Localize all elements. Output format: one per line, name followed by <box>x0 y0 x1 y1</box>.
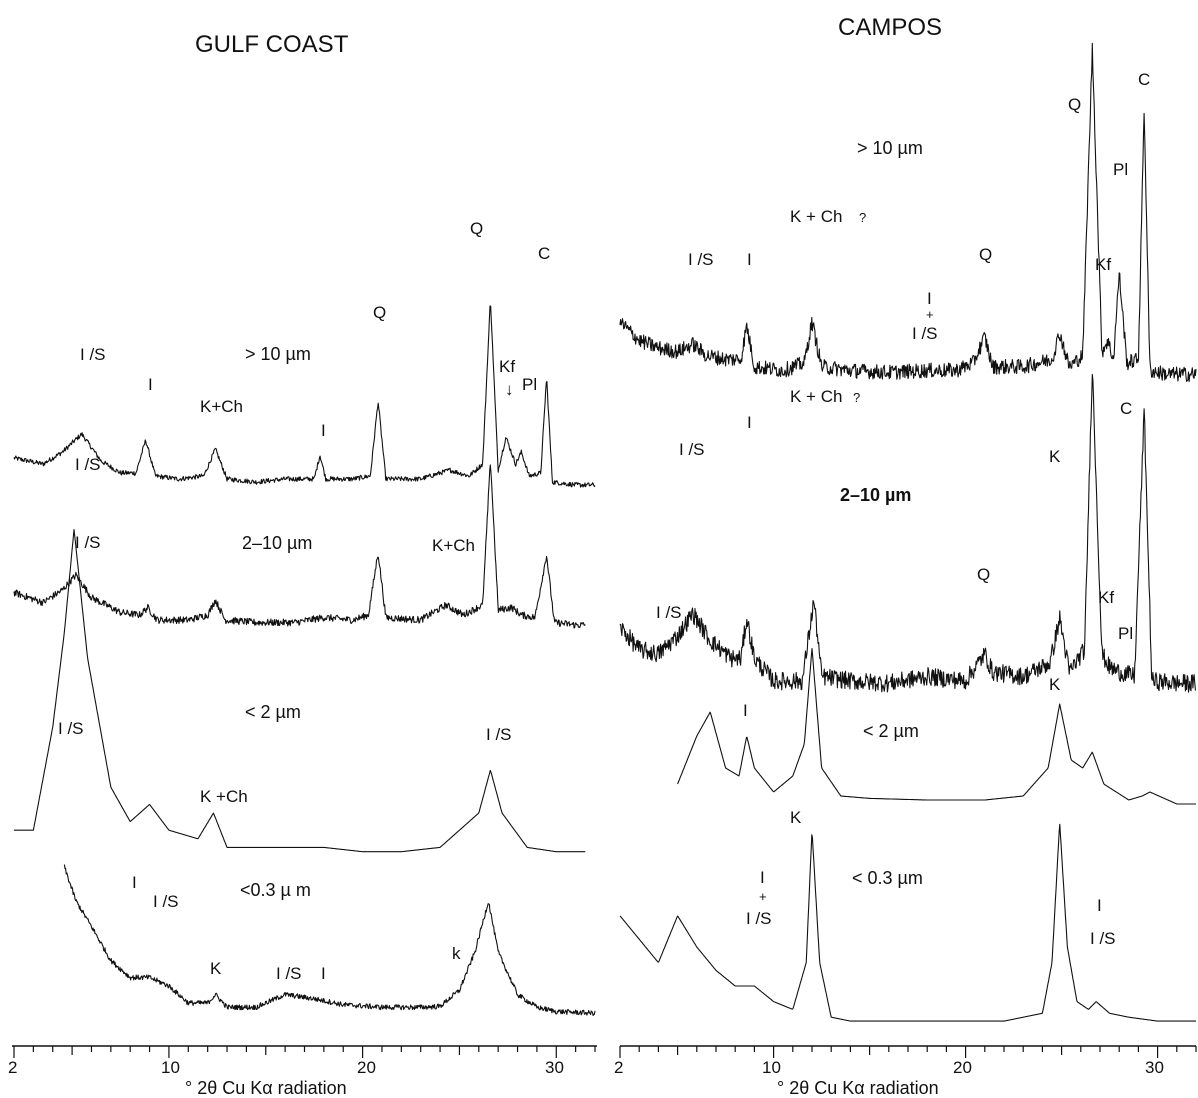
campos-trace-3 <box>677 648 1196 805</box>
gulf-peak-i-2: I <box>321 421 326 440</box>
campos-traces <box>619 42 1197 1022</box>
gulf-peak-c: C <box>538 244 550 263</box>
campos-tick-label-10: 10 <box>762 1058 781 1077</box>
gulf-peak-q-1: Q <box>373 303 386 322</box>
gulf-trace-4 <box>63 864 596 1017</box>
campos-peak-pl-1: Pl <box>1113 160 1128 179</box>
campos-size-2-10-label: 2–10 µm <box>840 485 911 505</box>
gulf-peak-is-7: I /S <box>276 964 302 983</box>
campos-peak-i-plus-2: I <box>760 868 765 887</box>
gulf-traces <box>13 305 596 1017</box>
campos-peak-kch-2: K + Ch <box>790 387 842 406</box>
gulf-trace-2 <box>13 464 586 629</box>
campos-peak-i-2: I <box>747 413 752 432</box>
campos-trace-4 <box>619 823 1196 1022</box>
campos-x-ticks <box>619 1046 1197 1058</box>
campos-size-lt03-label: < 0.3 µm <box>852 868 923 888</box>
campos-peak-kch-2-q: ? <box>853 390 860 405</box>
campos-peak-i-1: I <box>747 250 752 269</box>
campos-x-axis-label: ° 2θ Cu Kα radiation <box>777 1078 939 1098</box>
campos-trace-2 <box>619 373 1197 693</box>
gulf-size-lt2-label: < 2 µm <box>245 702 301 722</box>
gulf-peak-is-5: I /S <box>486 725 512 744</box>
gulf-peak-pl: Pl <box>522 375 537 394</box>
campos-peak-i-3: I <box>743 701 748 720</box>
campos-size-gt10-label: > 10 µm <box>857 138 923 158</box>
gulf-peak-k-2: k <box>452 944 461 963</box>
campos-peak-kch-1-q: ? <box>859 210 866 225</box>
campos-peak-is-plus-1: I /S <box>912 324 938 343</box>
campos-peak-is-2: I /S <box>679 440 705 459</box>
gulf-peak-is-2: I /S <box>75 455 101 474</box>
gulf-peak-i-4: I <box>321 964 326 983</box>
campos-panel: CAMPOS > 10 µm 2–10 µm < 2 µm < 0.3 µm Q… <box>614 14 1197 1098</box>
campos-peak-kch-1: K + Ch <box>790 207 842 226</box>
gulf-coast-title: GULF COAST <box>195 31 349 58</box>
gulf-trace-3 <box>14 528 586 853</box>
gulf-peak-is-4: I /S <box>58 719 84 738</box>
campos-peak-is-4: I /S <box>1090 929 1116 948</box>
gulf-peak-k-1: K <box>210 959 222 978</box>
gulf-peak-is-3: I /S <box>75 533 101 552</box>
campos-tick-label-2: 2 <box>614 1058 623 1077</box>
gulf-size-lt03-label: <0.3 µ m <box>240 880 311 900</box>
campos-peak-i-4: I <box>1097 896 1102 915</box>
campos-size-lt2-label: < 2 µm <box>863 721 919 741</box>
campos-peak-q-2: Q <box>979 245 992 264</box>
gulf-peak-i-3: I <box>132 873 137 892</box>
campos-peak-q-1: Q <box>1068 95 1081 114</box>
gulf-peak-kch-1: K+Ch <box>200 397 243 416</box>
campos-peak-c-1: C <box>1138 70 1150 89</box>
gulf-size-2-10-label: 2–10 µm <box>242 533 312 553</box>
campos-peak-is-plus-2: I /S <box>746 909 772 928</box>
gulf-trace-1 <box>13 305 596 488</box>
campos-peak-c-2: C <box>1120 399 1132 418</box>
campos-peak-is-1: I /S <box>688 250 714 269</box>
gulf-peak-kf-arrow: ↓ <box>505 380 514 399</box>
campos-peak-kf-1: Kf <box>1095 255 1111 274</box>
campos-peak-k-1: K <box>1049 447 1061 466</box>
gulf-tick-label-10: 10 <box>161 1058 180 1077</box>
campos-peak-k-2: K <box>1049 675 1061 694</box>
gulf-tick-label-30: 30 <box>545 1058 564 1077</box>
campos-peak-plus-1: + <box>926 307 934 322</box>
campos-trace-1 <box>619 42 1197 383</box>
gulf-peak-q-2: Q <box>470 219 483 238</box>
campos-tick-label-20: 20 <box>953 1058 972 1077</box>
campos-title: CAMPOS <box>838 14 942 41</box>
campos-peak-is-3: I /S <box>656 603 682 622</box>
campos-peak-plus-2: + <box>759 889 767 904</box>
gulf-peak-kch-2: K+Ch <box>432 536 475 555</box>
campos-peak-pl-2: Pl <box>1118 624 1133 643</box>
campos-peak-i-plus-1: I <box>927 289 932 308</box>
gulf-tick-label-2: 2 <box>8 1058 17 1077</box>
gulf-peak-i-1: I <box>148 375 153 394</box>
gulf-x-axis-label: ° 2θ Cu Kα radiation <box>185 1078 347 1098</box>
campos-tick-label-30: 30 <box>1145 1058 1164 1077</box>
campos-peak-k-3: K <box>790 808 802 827</box>
gulf-x-ticks <box>13 1046 596 1058</box>
gulf-peak-kf: Kf <box>499 357 515 376</box>
gulf-peak-is-1: I /S <box>80 345 106 364</box>
gulf-coast-panel: GULF COAST > 10 µm 2–10 µm < 2 µm <0.3 µ… <box>8 31 597 1098</box>
gulf-size-gt10-label: > 10 µm <box>245 344 311 364</box>
campos-peak-kf-2: Kf <box>1098 588 1114 607</box>
campos-peak-q-3: Q <box>977 565 990 584</box>
gulf-tick-label-20: 20 <box>357 1058 376 1077</box>
gulf-peak-is-6: I /S <box>153 892 179 911</box>
gulf-peak-kch-3: K +Ch <box>200 787 248 806</box>
